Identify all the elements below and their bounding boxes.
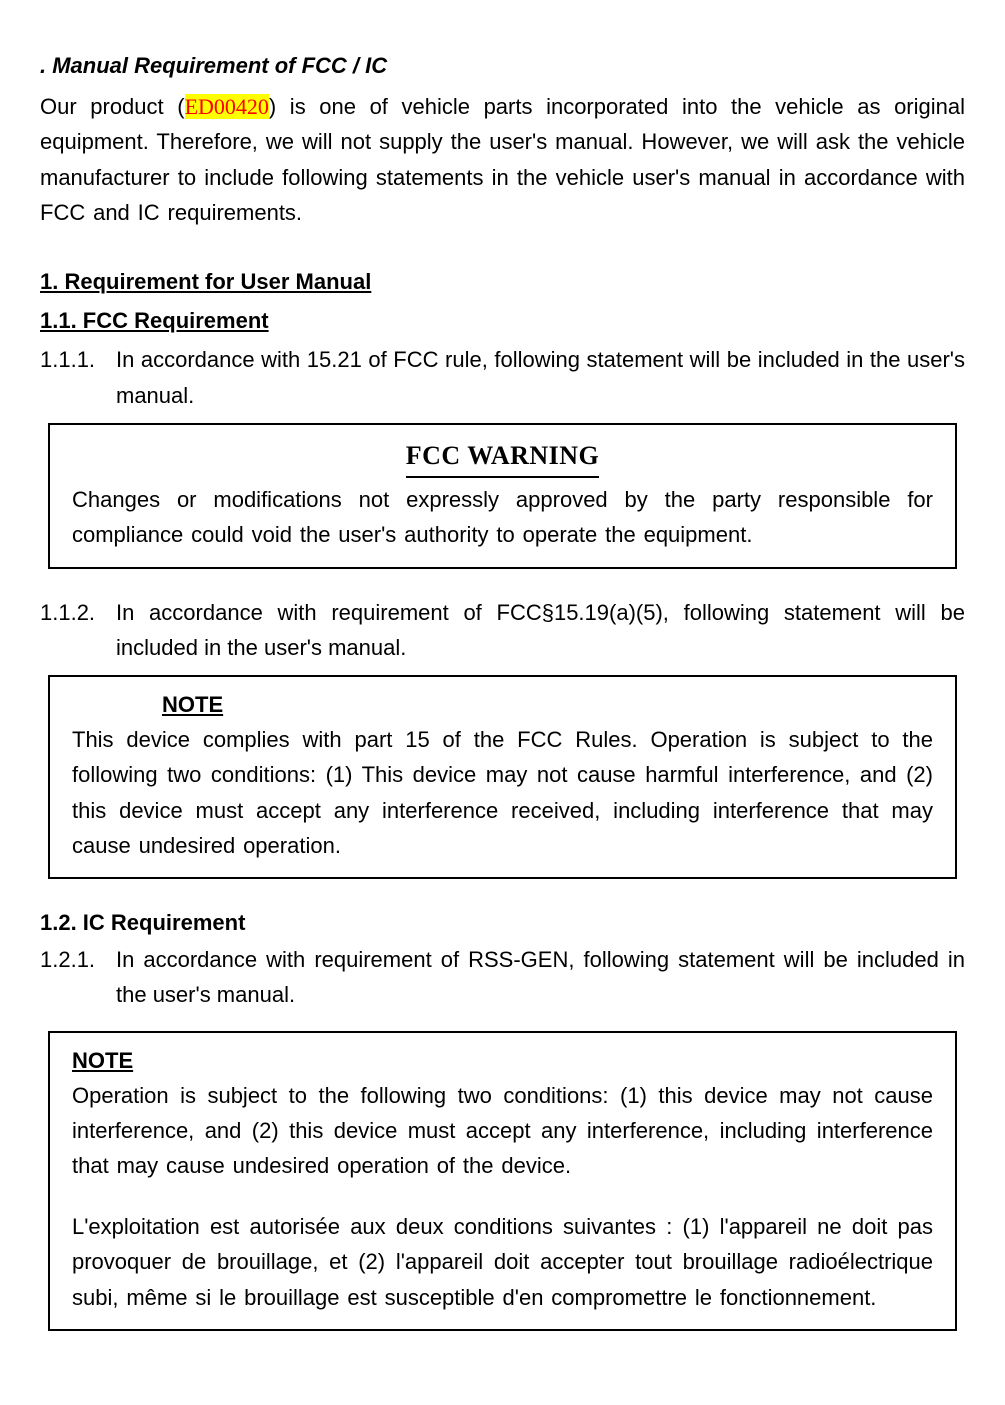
item-text: In accordance with 15.21 of FCC rule, fo… [116, 342, 965, 412]
item-1-1-2: 1.1.2. In accordance with requirement of… [40, 595, 965, 665]
item-text: In accordance with requirement of FCC§15… [116, 595, 965, 665]
item-number: 1.2.1. [40, 942, 116, 1012]
section-1-title: 1. Requirement for User Manual [40, 264, 965, 299]
item-1-1-1: 1.1.1. In accordance with 15.21 of FCC r… [40, 342, 965, 412]
fcc-warning-title: FCC WARNING [406, 435, 600, 479]
note-title: NOTE [162, 692, 223, 717]
item-1-2-1: 1.2.1. In accordance with requirement of… [40, 942, 965, 1012]
item-number: 1.1.2. [40, 595, 116, 665]
note-title: NOTE [72, 1048, 133, 1073]
document-heading: . Manual Requirement of FCC / IC [40, 48, 965, 83]
intro-paragraph: Our product (ED00420) is one of vehicle … [40, 89, 965, 230]
product-code-highlight: ED00420 [185, 94, 269, 119]
section-1-2-title: 1.2. IC Requirement [40, 905, 965, 940]
fcc-note-box: NOTE This device complies with part 15 o… [48, 675, 957, 879]
fcc-warning-body: Changes or modifications not expressly a… [72, 482, 933, 552]
ic-note-body-fr: L'exploitation est autorisée aux deux co… [72, 1209, 933, 1315]
ic-note-box: NOTE Operation is subject to the followi… [48, 1031, 957, 1331]
item-number: 1.1.1. [40, 342, 116, 412]
fcc-warning-box: FCC WARNING Changes or modifications not… [48, 423, 957, 569]
intro-pre: Our product ( [40, 94, 185, 119]
item-text: In accordance with requirement of RSS-GE… [116, 942, 965, 1012]
section-1-1-title: 1.1. FCC Requirement [40, 303, 965, 338]
fcc-note-body: This device complies with part 15 of the… [72, 722, 933, 863]
ic-note-body-en: Operation is subject to the following tw… [72, 1078, 933, 1184]
